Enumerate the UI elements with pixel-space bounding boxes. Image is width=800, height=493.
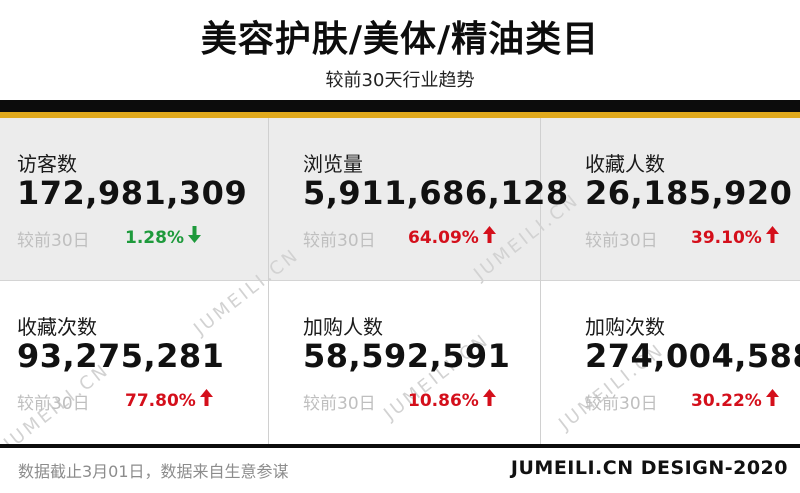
change-percent: 39.10% — [691, 226, 779, 248]
footer-note: 数据截止3月01日，数据来自生意参谋 — [18, 462, 289, 481]
gold-band — [0, 112, 800, 118]
arrow-up-icon — [482, 389, 496, 411]
footer-brand: JUMEILI.CN DESIGN-2020 — [510, 457, 788, 479]
arrow-down-icon — [187, 226, 201, 248]
arrow-up-icon — [765, 389, 779, 411]
metric-value: 26,185,920 — [585, 174, 793, 212]
change-value: 39.10% — [691, 228, 762, 248]
header: 美容护肤/美体/精油类目 较前30天行业趋势 — [0, 0, 800, 100]
compare-label: 较前30日 — [303, 394, 376, 414]
metric-card-pageviews: 浏览量 5,911,686,128 较前30日 64.09% — [286, 118, 568, 281]
metric-card-favorite-users: 收藏人数 26,185,920 较前30日 39.10% — [568, 118, 800, 281]
metrics-row-bottom — [0, 281, 800, 444]
change-value: 1.28% — [125, 228, 184, 248]
change-percent: 1.28% — [125, 226, 201, 248]
page-subtitle: 较前30天行业趋势 — [325, 70, 475, 91]
change-percent: 30.22% — [691, 389, 779, 411]
change-value: 77.80% — [125, 391, 196, 411]
change-value: 10.86% — [408, 391, 479, 411]
change-value: 64.09% — [408, 228, 479, 248]
compare-label: 较前30日 — [17, 231, 90, 251]
change-value: 30.22% — [691, 391, 762, 411]
metric-label: 加购人数 — [303, 315, 383, 339]
metric-label: 浏览量 — [303, 152, 363, 176]
metric-label: 访客数 — [17, 152, 77, 176]
footer-divider — [0, 444, 800, 448]
compare-label: 较前30日 — [303, 231, 376, 251]
arrow-up-icon — [199, 389, 213, 411]
metric-value: 274,004,588 — [585, 337, 800, 375]
change-percent: 10.86% — [408, 389, 496, 411]
change-percent: 77.80% — [125, 389, 213, 411]
metric-label: 加购次数 — [585, 315, 665, 339]
black-band — [0, 100, 800, 112]
compare-label: 较前30日 — [17, 394, 90, 414]
change-percent: 64.09% — [408, 226, 496, 248]
metric-value: 172,981,309 — [17, 174, 248, 212]
metric-value: 93,275,281 — [17, 337, 225, 375]
column-divider — [268, 118, 269, 444]
metrics-row-top — [0, 118, 800, 281]
metric-label: 收藏人数 — [585, 152, 665, 176]
column-divider — [540, 118, 541, 444]
compare-label: 较前30日 — [585, 394, 658, 414]
metric-card-cart-users: 加购人数 58,592,591 较前30日 10.86% — [286, 281, 554, 444]
metric-card-visitors: 访客数 172,981,309 较前30日 1.28% — [0, 118, 268, 281]
row-divider — [0, 280, 800, 281]
footer: 数据截止3月01日，数据来自生意参谋 JUMEILI.CN DESIGN-202… — [0, 448, 800, 493]
metric-label: 收藏次数 — [17, 315, 97, 339]
arrow-up-icon — [482, 226, 496, 248]
arrow-up-icon — [765, 226, 779, 248]
metric-card-favorites: 收藏次数 93,275,281 较前30日 77.80% — [0, 281, 268, 444]
metric-value: 58,592,591 — [303, 337, 511, 375]
compare-label: 较前30日 — [585, 231, 658, 251]
metric-card-cart-adds: 加购次数 274,004,588 较前30日 30.22% — [568, 281, 800, 444]
metric-value: 5,911,686,128 — [303, 174, 569, 212]
metrics-grid: JUMEILI.CN JUMEILI.CN JUMEILI.CN JUMEILI… — [0, 118, 800, 455]
page-title: 美容护肤/美体/精油类目 — [200, 19, 600, 60]
